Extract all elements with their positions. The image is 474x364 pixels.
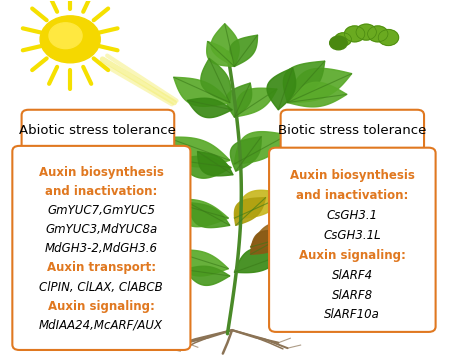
Polygon shape (184, 266, 230, 285)
Text: MdGH3-2,MdGH3.6: MdGH3-2,MdGH3.6 (45, 242, 158, 255)
Text: and inactivation:: and inactivation: (296, 189, 409, 202)
Circle shape (356, 24, 376, 40)
Circle shape (335, 33, 351, 46)
Polygon shape (207, 41, 234, 66)
Polygon shape (234, 190, 286, 218)
Text: Auxin signaling:: Auxin signaling: (299, 249, 406, 262)
Text: Auxin signaling:: Auxin signaling: (48, 300, 155, 313)
Text: Auxin biosynthesis: Auxin biosynthesis (290, 169, 415, 182)
FancyBboxPatch shape (22, 110, 174, 151)
Text: GmYUC7,GmYUC5: GmYUC7,GmYUC5 (47, 204, 155, 217)
Polygon shape (234, 248, 285, 273)
Polygon shape (173, 77, 230, 106)
Polygon shape (230, 35, 257, 66)
Polygon shape (283, 61, 325, 103)
FancyBboxPatch shape (269, 148, 436, 332)
Polygon shape (234, 88, 277, 117)
Text: SlARF8: SlARF8 (332, 289, 373, 301)
Polygon shape (288, 68, 352, 103)
Polygon shape (226, 83, 252, 117)
Polygon shape (176, 156, 231, 178)
Polygon shape (167, 199, 228, 227)
Polygon shape (267, 68, 296, 110)
Polygon shape (251, 223, 307, 248)
Text: SlARF4: SlARF4 (332, 269, 373, 282)
Circle shape (40, 16, 100, 63)
FancyBboxPatch shape (12, 146, 191, 350)
Text: CsGH3.1L: CsGH3.1L (324, 229, 381, 242)
Text: and inactivation:: and inactivation: (45, 185, 157, 198)
Circle shape (49, 23, 82, 49)
Polygon shape (187, 98, 232, 118)
Text: Biotic stress tolerance: Biotic stress tolerance (278, 124, 427, 137)
Polygon shape (211, 24, 239, 66)
Text: SlARF10a: SlARF10a (324, 308, 380, 321)
Text: MdIAA24,McARF/AUX: MdIAA24,McARF/AUX (39, 319, 163, 332)
Polygon shape (230, 137, 261, 171)
Text: GmYUC3,MdYUC8a: GmYUC3,MdYUC8a (45, 223, 157, 236)
Circle shape (378, 29, 399, 46)
Text: CsGH3.1: CsGH3.1 (327, 209, 378, 222)
Circle shape (330, 36, 347, 50)
Polygon shape (198, 151, 233, 176)
Polygon shape (234, 132, 287, 164)
Text: ClPIN, ClLAX, ClABCB: ClPIN, ClLAX, ClABCB (39, 281, 163, 294)
Polygon shape (251, 231, 289, 254)
Polygon shape (235, 198, 265, 225)
FancyBboxPatch shape (281, 110, 424, 151)
Text: Abiotic stress tolerance: Abiotic stress tolerance (19, 124, 176, 137)
Polygon shape (201, 58, 231, 103)
Text: Auxin transport:: Auxin transport: (46, 261, 156, 274)
Polygon shape (167, 137, 230, 167)
Polygon shape (173, 250, 228, 276)
Circle shape (345, 26, 365, 42)
Polygon shape (188, 202, 230, 228)
Circle shape (368, 26, 388, 42)
Polygon shape (288, 82, 347, 107)
Text: Auxin biosynthesis: Auxin biosynthesis (39, 166, 164, 179)
